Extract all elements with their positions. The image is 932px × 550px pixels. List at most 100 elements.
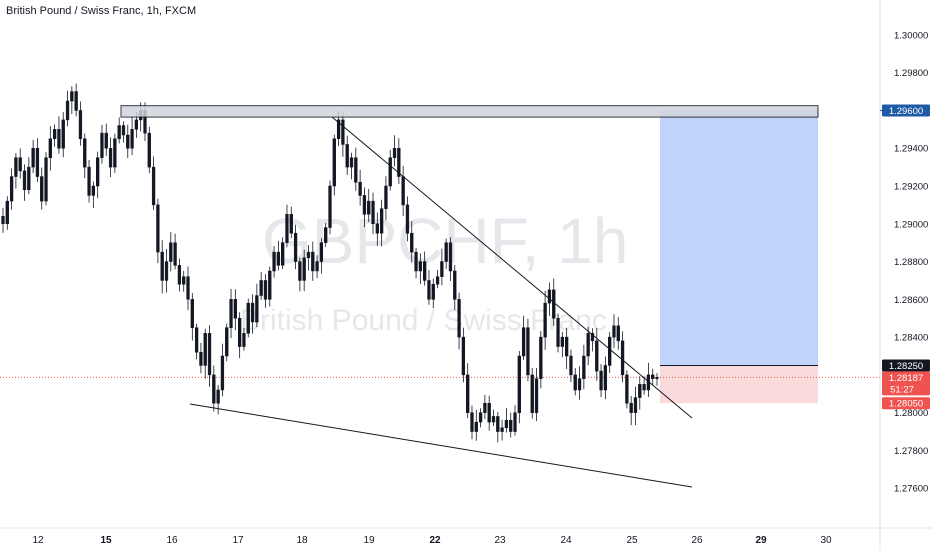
candle xyxy=(100,124,104,164)
candle-body xyxy=(629,402,633,413)
candle-body xyxy=(246,302,250,334)
candle xyxy=(367,188,371,223)
candle xyxy=(276,240,281,271)
candle-body xyxy=(582,355,586,379)
candle-body xyxy=(160,251,164,281)
candle xyxy=(182,270,186,292)
candle xyxy=(104,123,108,156)
candle-body xyxy=(311,251,315,272)
candle xyxy=(194,323,199,360)
trendlines[interactable] xyxy=(189,116,693,488)
price-tick-label: 1.27600 xyxy=(894,484,928,495)
watermark-symbol: GBPCHF, 1h xyxy=(262,205,628,277)
candle xyxy=(328,180,332,235)
candle xyxy=(83,133,87,179)
candle-body xyxy=(612,325,616,338)
price-badge-label: 1.28187 xyxy=(889,373,923,384)
candle xyxy=(27,157,31,195)
candle-body xyxy=(203,333,207,366)
candle xyxy=(9,168,14,210)
candle-body xyxy=(431,283,435,300)
candle-body xyxy=(517,355,521,413)
candle xyxy=(405,196,410,242)
candle xyxy=(156,198,160,264)
candle xyxy=(117,117,121,144)
candle-body xyxy=(117,125,121,140)
candle-body xyxy=(470,412,474,432)
candle-body xyxy=(289,214,293,234)
candle-body xyxy=(315,261,319,272)
candle-body xyxy=(272,251,276,272)
candle xyxy=(513,405,517,436)
candle-body xyxy=(336,119,341,140)
candle xyxy=(250,294,255,334)
candle xyxy=(371,192,375,235)
candle xyxy=(315,255,319,279)
candle xyxy=(461,327,466,383)
candle xyxy=(560,332,564,358)
candle xyxy=(268,266,272,307)
candle xyxy=(246,298,250,338)
price-tick-label: 1.29400 xyxy=(894,144,928,155)
price-badge-label: 1.28250 xyxy=(889,361,923,372)
candle-body xyxy=(18,157,22,172)
candle xyxy=(414,247,418,279)
candle xyxy=(186,266,190,311)
candle xyxy=(625,370,629,409)
candle xyxy=(534,367,539,422)
candle-body xyxy=(349,157,354,168)
candle xyxy=(65,90,70,127)
candle xyxy=(470,405,474,440)
candle-body xyxy=(474,421,478,432)
candle xyxy=(259,272,263,300)
position-zones[interactable] xyxy=(0,110,880,404)
candle-body xyxy=(22,170,27,191)
price-axis[interactable]: 1.30000 1.29800 1.29600 1.29400 1.29200 1.290… xyxy=(879,0,928,550)
candle-body xyxy=(418,261,423,272)
time-tick-label: 17 xyxy=(232,535,244,546)
candle-body xyxy=(560,336,564,347)
candle xyxy=(147,126,151,174)
candle-body xyxy=(504,419,509,429)
candle xyxy=(341,111,345,157)
candle xyxy=(556,313,560,353)
candle-body xyxy=(298,261,302,281)
candle-body xyxy=(603,365,608,391)
candle-body xyxy=(625,374,629,404)
candle xyxy=(655,373,659,386)
candle-body xyxy=(220,355,225,391)
time-tick-label: 25 xyxy=(626,535,638,546)
candle xyxy=(311,241,315,281)
candle-body xyxy=(121,125,126,136)
candle xyxy=(573,368,577,396)
candle-body xyxy=(169,242,173,262)
candle xyxy=(57,116,61,154)
candle xyxy=(517,351,521,424)
candle xyxy=(582,344,586,390)
time-tick-label: 22 xyxy=(429,535,441,546)
time-axis[interactable]: 12 15 16 17 18 19 22 23 24 25 26 29 30 xyxy=(0,527,932,546)
candle xyxy=(306,245,311,271)
candle-body xyxy=(199,351,203,366)
candle-body xyxy=(620,340,625,376)
resistance-zone[interactable] xyxy=(120,105,819,118)
candle xyxy=(457,292,461,350)
candle-body xyxy=(444,242,448,262)
candle xyxy=(324,222,328,248)
candle-body xyxy=(151,166,156,206)
candle xyxy=(448,237,453,281)
candle-body xyxy=(52,129,57,140)
candle xyxy=(358,169,362,206)
candle-body xyxy=(14,157,18,177)
price-badge-bg xyxy=(882,359,930,372)
candle-body xyxy=(457,299,461,338)
candles xyxy=(1,83,659,443)
candle xyxy=(70,86,74,115)
candle xyxy=(332,134,336,196)
candle-body xyxy=(616,325,620,342)
candle xyxy=(603,356,608,400)
candle-body xyxy=(423,261,427,281)
candle-body xyxy=(655,377,659,379)
